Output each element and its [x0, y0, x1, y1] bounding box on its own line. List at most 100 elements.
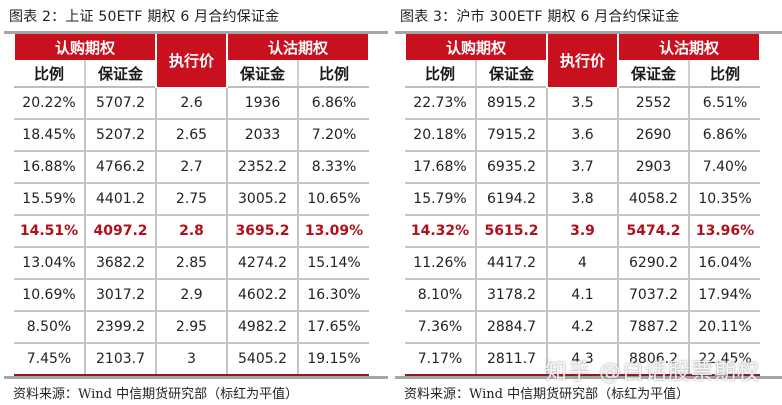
table-row: 13.04% 3682.2 2.85 4274.2 15.14%	[14, 247, 370, 280]
put-ratio-cell: 7.40%	[689, 151, 761, 184]
strike-cell: 3	[156, 343, 229, 376]
call-margin-cell: 6935.2	[476, 151, 549, 184]
strike-cell: 2.65	[156, 119, 229, 152]
put-ratio-cell: 8.33%	[298, 151, 370, 184]
put-margin-cell: 4982.2	[227, 311, 300, 344]
put-margin-header: 保证金	[618, 60, 691, 88]
call-ratio-cell: 13.04%	[14, 247, 86, 280]
table-row: 15.59% 4401.2 2.75 3005.2 10.65%	[14, 183, 370, 216]
strike-cell: 4	[547, 247, 620, 280]
put-margin-cell: 2903	[618, 151, 691, 184]
strike-cell: 3.6	[547, 119, 620, 152]
strike-cell: 3.7	[547, 151, 620, 184]
put-ratio-cell: 16.30%	[298, 279, 370, 312]
strike-cell: 3.5	[547, 87, 620, 120]
put-margin-cell: 3005.2	[227, 183, 300, 216]
margin-table-300etf: 认购期权 执行价 认沽期权 比例 保证金 保证金 比例 22.73% 8915.2…	[403, 34, 762, 376]
strike-cell: 2.6	[156, 87, 229, 120]
put-ratio-cell: 10.65%	[298, 183, 370, 216]
put-ratio-cell: 17.94%	[689, 279, 761, 312]
put-margin-cell: 6290.2	[618, 247, 691, 280]
put-ratio-cell: 20.11%	[689, 311, 761, 344]
put-margin-cell: 3695.2	[227, 215, 300, 248]
put-ratio-header: 比例	[298, 60, 370, 88]
call-margin-cell: 8915.2	[476, 87, 549, 120]
table-row: 17.68% 6935.2 3.7 2903 7.40%	[405, 151, 761, 184]
put-ratio-cell: 10.35%	[689, 183, 761, 216]
strike-cell: 4.1	[547, 279, 620, 312]
put-ratio-cell: 16.04%	[689, 247, 761, 280]
table-row: 20.18% 7915.2 3.6 2690 6.86%	[405, 119, 761, 152]
call-ratio-cell: 8.10%	[405, 279, 477, 312]
call-ratio-cell: 15.79%	[405, 183, 477, 216]
call-group-header: 认购期权	[12, 34, 158, 60]
put-margin-cell: 1936	[227, 87, 300, 120]
call-ratio-cell: 17.68%	[405, 151, 477, 184]
call-margin-cell: 6194.2	[476, 183, 549, 216]
call-margin-cell: 2811.7	[476, 343, 549, 376]
strike-cell: 2.8	[156, 215, 229, 248]
strike-header: 执行价	[155, 34, 229, 87]
table-row: 11.26% 4417.2 4 6290.2 16.04%	[405, 247, 761, 280]
call-ratio-cell: 8.50%	[14, 311, 86, 344]
strike-cell: 2.85	[156, 247, 229, 280]
put-margin-cell: 5474.2	[618, 215, 691, 248]
call-group-header: 认购期权	[403, 34, 549, 60]
table-row: 16.88% 4766.2 2.7 2352.2 8.33%	[14, 151, 370, 184]
table-title: 图表 2：上证 50ETF 期权 6 月合约保证金	[9, 9, 280, 25]
call-margin-cell: 5207.2	[85, 119, 158, 152]
strike-cell: 2.95	[156, 311, 229, 344]
put-margin-cell: 4274.2	[227, 247, 300, 280]
call-ratio-cell: 15.59%	[14, 183, 86, 216]
call-margin-cell: 2399.2	[85, 311, 158, 344]
call-ratio-cell: 18.45%	[14, 119, 86, 152]
call-margin-cell: 4766.2	[85, 151, 158, 184]
table-row-at-the-money: 14.51% 4097.2 2.8 3695.2 13.09%	[14, 215, 370, 248]
put-ratio-cell: 15.14%	[298, 247, 370, 280]
margin-table-50etf: 认购期权 执行价 认沽期权 比例 保证金 保证金 比例 20.22% 5707.2…	[12, 34, 371, 376]
call-ratio-cell: 11.26%	[405, 247, 477, 280]
table-row-at-the-money: 14.32% 5615.2 3.9 5474.2 13.96%	[405, 215, 761, 248]
table-row: 7.45% 2103.7 3 5405.2 19.15%	[14, 343, 370, 376]
call-ratio-cell: 14.51%	[14, 215, 86, 248]
strike-cell: 2.7	[156, 151, 229, 184]
bottom-rule	[4, 376, 388, 379]
call-ratio-cell: 16.88%	[14, 151, 86, 184]
put-ratio-cell: 13.96%	[689, 215, 761, 248]
table-panel-50etf: 图表 2：上证 50ETF 期权 6 月合约保证金 认购期权 执行价 认沽期权 …	[4, 9, 388, 402]
put-ratio-cell: 6.86%	[689, 119, 761, 152]
call-margin-cell: 7915.2	[476, 119, 549, 152]
table-row: 10.69% 3017.2 2.9 4602.2 16.30%	[14, 279, 370, 312]
strike-cell: 3.9	[547, 215, 620, 248]
put-ratio-header: 比例	[689, 60, 761, 88]
put-margin-cell: 2690	[618, 119, 691, 152]
put-ratio-cell: 22.45%	[689, 343, 761, 376]
put-margin-cell: 7887.2	[618, 311, 691, 344]
put-ratio-cell: 7.20%	[298, 119, 370, 152]
put-margin-header: 保证金	[227, 60, 300, 88]
put-group-header: 认沽期权	[226, 34, 371, 60]
put-ratio-cell: 13.09%	[298, 215, 370, 248]
call-ratio-cell: 20.18%	[405, 119, 477, 152]
call-margin-cell: 3017.2	[85, 279, 158, 312]
table-row: 15.79% 6194.2 3.8 4058.2 10.35%	[405, 183, 761, 216]
put-ratio-cell: 19.15%	[298, 343, 370, 376]
put-margin-cell: 5405.2	[227, 343, 300, 376]
table-row: 22.73% 8915.2 3.5 2552 6.51%	[405, 87, 761, 120]
table-row: 18.45% 5207.2 2.65 2033 7.20%	[14, 119, 370, 152]
put-margin-cell: 8806.2	[618, 343, 691, 376]
call-ratio-header: 比例	[405, 60, 477, 88]
call-ratio-cell: 7.36%	[405, 311, 477, 344]
put-margin-cell: 4602.2	[227, 279, 300, 312]
call-ratio-cell: 7.45%	[14, 343, 86, 376]
call-margin-cell: 4097.2	[85, 215, 158, 248]
bottom-rule	[395, 376, 782, 379]
source-note: 资料来源：Wind 中信期货研究部（标红为平值）	[404, 387, 690, 402]
call-margin-cell: 5707.2	[85, 87, 158, 120]
call-ratio-header: 比例	[14, 60, 86, 88]
strike-cell: 4.3	[547, 343, 620, 376]
top-rule	[395, 31, 782, 34]
call-margin-header: 保证金	[476, 60, 549, 88]
call-ratio-cell: 20.22%	[14, 87, 86, 120]
strike-header: 执行价	[546, 34, 620, 87]
